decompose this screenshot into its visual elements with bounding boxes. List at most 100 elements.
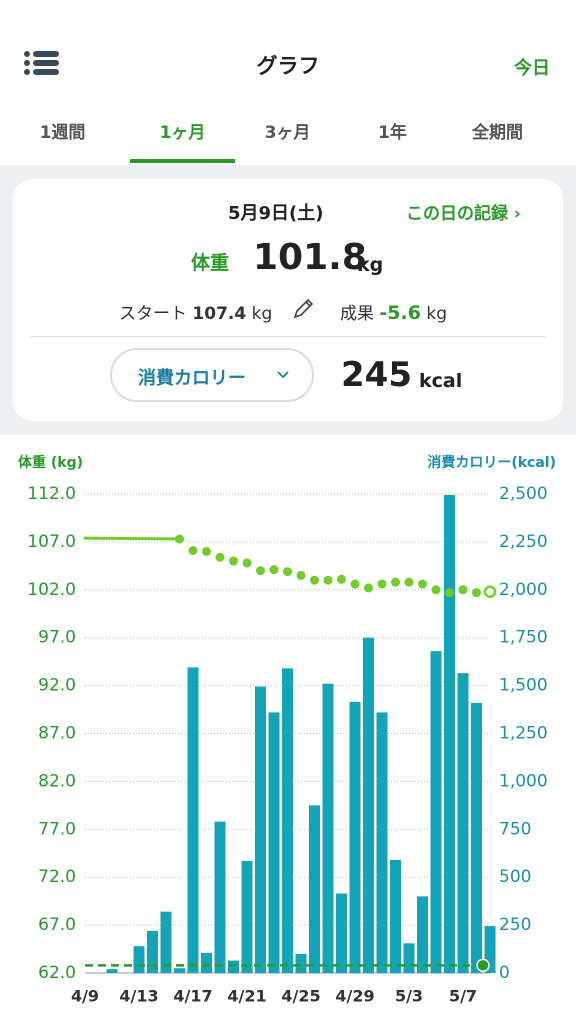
weight-point	[364, 583, 373, 593]
y-tick-label: 107.0	[27, 532, 76, 552]
calorie-bar	[228, 960, 239, 973]
y-tick-label: 87.0	[38, 724, 76, 744]
weight-value: 101.8	[253, 237, 367, 278]
calorie-bar	[444, 494, 455, 973]
calorie-bar	[187, 667, 199, 973]
calorie-bar	[255, 686, 266, 973]
calorie-bar	[484, 926, 496, 973]
weight-point	[483, 585, 497, 598]
calorie-bar	[363, 637, 374, 973]
start-unit: kg	[251, 304, 273, 324]
tab[interactable]: 3ヶ月	[264, 123, 311, 143]
metric-selector[interactable]: 消費カロリー	[110, 348, 314, 402]
weight-point	[391, 577, 400, 587]
start-value: 107.4	[192, 304, 247, 324]
weight-point	[377, 579, 387, 589]
calorie-bar	[295, 953, 307, 973]
chevron-icon[interactable]	[276, 370, 290, 380]
weight-point	[83, 536, 87, 540]
tab[interactable]: 1週間	[39, 123, 86, 143]
weight-point	[202, 546, 211, 556]
calorie-bar	[430, 651, 442, 973]
edit-icon[interactable]	[291, 297, 315, 321]
calorie-bar	[457, 673, 469, 973]
metric-selector-text[interactable]: 消費カロリー	[138, 368, 246, 389]
y-tick-label: 72.0	[38, 867, 76, 887]
y-tick-label: 102.0	[27, 580, 76, 600]
date: 5月9日(土)	[228, 203, 324, 224]
y-axis-title: 体重 (kg)	[18, 454, 83, 471]
menu-icon[interactable]	[24, 50, 60, 78]
y2-tick-label: 1,750	[499, 628, 548, 648]
calorie-bar	[160, 911, 172, 973]
change-unit: kg	[426, 304, 447, 324]
calorie-bar	[147, 930, 158, 973]
y-tick-label: 112.0	[27, 484, 76, 504]
calorie-bar	[241, 860, 253, 973]
weight-point	[175, 534, 184, 544]
x-tick-label: 4/9	[71, 987, 99, 1006]
header: グラフ 今日 1週間 1ヶ月 3ヶ月 1年 全期間	[0, 0, 576, 165]
y2-axis-title: 消費カロリー(kcal)	[427, 454, 556, 471]
weight-point	[310, 575, 319, 585]
y-tick-label: 67.0	[38, 915, 76, 935]
weight-point	[445, 588, 454, 598]
page-title: グラフ	[256, 54, 320, 78]
x-tick-label: 4/25	[281, 987, 320, 1006]
calorie-bar	[390, 859, 401, 973]
weight-point	[431, 585, 441, 595]
calorie-bar	[309, 805, 320, 973]
calorie-bar	[322, 683, 334, 973]
calorie-bar	[174, 968, 185, 973]
calories-value: 245	[341, 355, 412, 395]
y-tick-label: 97.0	[38, 628, 76, 648]
calorie-bar	[133, 946, 145, 973]
calorie-bar	[417, 896, 428, 973]
weight-point	[350, 579, 360, 589]
x-tick-label: 5/7	[449, 987, 477, 1006]
calorie-bar	[403, 943, 415, 973]
y-tick-label: 82.0	[38, 771, 76, 791]
weight-point	[458, 585, 468, 595]
y-tick-label: 62.0	[38, 963, 76, 983]
y2-tick-label: 2,500	[499, 484, 548, 504]
y2-tick-label: 500	[499, 867, 531, 887]
weight-point	[269, 565, 279, 575]
x-tick-label: 4/29	[335, 987, 374, 1006]
change-label: 成果	[340, 304, 374, 324]
tab-indicator	[130, 159, 235, 163]
y2-tick-label: 250	[499, 915, 531, 935]
summary-card: 5月9日(土) この日の記録 › 体重 101.8 kg スタート 107.4 …	[13, 179, 563, 421]
x-tick-label: 4/17	[173, 987, 212, 1006]
today-button[interactable]: 今日	[514, 58, 550, 79]
start-label: スタート	[119, 304, 187, 324]
y2-tick-label: 2,000	[499, 580, 548, 600]
tab-active[interactable]: 1ヶ月	[159, 123, 206, 143]
start-row: スタート 107.4 kg	[119, 299, 272, 324]
weight-point	[296, 570, 306, 580]
weight-point	[472, 588, 481, 598]
calorie-bar	[349, 701, 361, 973]
change-value: -5.6	[379, 302, 421, 324]
goal-marker	[476, 958, 490, 973]
weight-point	[337, 574, 346, 584]
tab[interactable]: 全期間	[472, 123, 523, 143]
tab[interactable]: 1年	[378, 123, 407, 143]
calorie-bar	[268, 712, 280, 973]
calorie-bar	[336, 893, 347, 973]
divider	[31, 336, 545, 337]
y-tick-label: 92.0	[38, 676, 76, 696]
weight-point	[242, 558, 252, 568]
weight-point	[188, 546, 198, 556]
record-link-text[interactable]: この日の記録	[406, 204, 508, 224]
record-link[interactable]: この日の記録 ›	[406, 204, 521, 224]
y2-tick-label: 1,500	[499, 676, 548, 696]
calorie-bar	[376, 712, 388, 973]
y2-tick-label: 2,250	[499, 532, 548, 552]
calories-unit: kcal	[419, 370, 463, 392]
weight-line-gap	[84, 536, 180, 541]
calorie-bar	[471, 702, 482, 973]
weight-point	[215, 552, 225, 562]
weight-point	[256, 566, 265, 576]
